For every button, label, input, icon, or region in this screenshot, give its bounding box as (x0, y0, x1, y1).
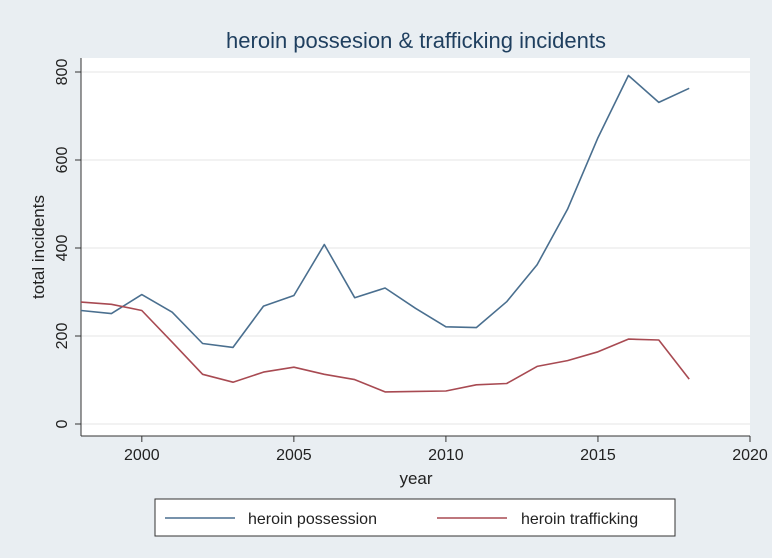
x-tick-label: 2015 (580, 447, 616, 464)
tick-labels: 0 200 400 600 800 2000 2005 2010 2015 2020 (54, 59, 768, 464)
y-tick-label: 0 (54, 419, 71, 428)
x-axis-label: year (399, 469, 432, 488)
legend: heroin possession heroin trafficking (154, 498, 676, 537)
y-axis-label: total incidents (29, 195, 48, 299)
grid-lines (81, 71, 750, 425)
axes (75, 58, 751, 442)
legend-box (154, 498, 676, 537)
x-tick-label: 2020 (732, 447, 768, 464)
legend-label-heroin-trafficking: heroin trafficking (521, 511, 638, 528)
x-tick-label: 2010 (428, 447, 464, 464)
plot-area (81, 58, 750, 436)
series-line-heroin-trafficking (80, 301, 690, 393)
y-tick-label: 400 (54, 235, 71, 262)
chart-title: heroin possesion & trafficking incidents (226, 28, 606, 53)
y-tick-label: 800 (54, 59, 71, 86)
legend-label-heroin-possession: heroin possession (248, 511, 377, 528)
y-tick-label: 200 (54, 323, 71, 350)
x-tick-label: 2005 (276, 447, 312, 464)
y-tick-label: 600 (54, 147, 71, 174)
series-line-heroin-possession (80, 74, 690, 349)
series-lines (80, 74, 690, 393)
x-tick-label: 2000 (124, 447, 160, 464)
